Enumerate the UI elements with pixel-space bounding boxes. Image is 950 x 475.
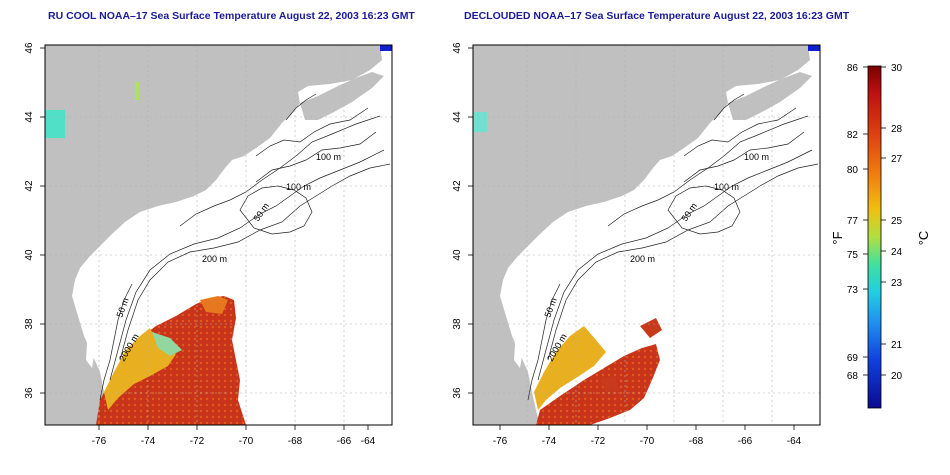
celsius-tick: 28: [891, 124, 903, 135]
right-map: 100 m 100 m 50 m 200 m 50 m 2000 m -76 -…: [452, 42, 821, 447]
left-y-tick-label: 46: [24, 42, 35, 54]
left-lake-patch: [135, 82, 139, 100]
fahrenheit-tick: 82: [847, 130, 859, 141]
celsius-tick: 24: [891, 247, 903, 258]
fahrenheit-tick: 73: [847, 285, 859, 296]
left-bay: [86, 330, 96, 368]
left-x-tick-label: -72: [190, 436, 205, 447]
right-cyan-patch: [473, 112, 487, 132]
left-y-tick-label: 44: [24, 111, 35, 123]
right-tick-marks: [468, 47, 795, 430]
right-y-tick-label: 40: [452, 249, 463, 261]
right-y-tick-label: 38: [452, 318, 463, 330]
left-map: 100 m 100 m 50 m 200 m 50 m 2000 m -76: [24, 42, 393, 447]
right-x-tick-label: -70: [640, 436, 655, 447]
right-x-tick-label: -76: [493, 436, 508, 447]
left-x-tick-label: -66: [337, 436, 352, 447]
left-x-tick-label: -74: [141, 436, 156, 447]
right-contours: [527, 93, 819, 401]
right-frame: [472, 44, 821, 426]
right-grid: [473, 45, 820, 425]
celsius-tick: 20: [891, 371, 903, 382]
right-y-tick-label: 36: [452, 387, 463, 399]
celsius-tick: 23: [891, 278, 903, 289]
right-x-tick-label: -64: [787, 436, 802, 447]
right-cold-patch: [808, 45, 820, 51]
celsius-tick: 21: [891, 340, 903, 351]
left-x-tick-label: -64: [361, 436, 376, 447]
left-grid: [45, 45, 392, 425]
fahrenheit-unit-label: °F: [830, 231, 845, 244]
left-map-title: RU COOL NOAA–17 Sea Surface Temperature …: [48, 10, 415, 22]
right-x-tick-label: -66: [738, 436, 753, 447]
left-contours: [99, 93, 391, 401]
right-nova-scotia: [728, 72, 812, 120]
right-sst-mid-area: [534, 326, 606, 410]
celsius-tick: 25: [891, 216, 903, 227]
left-sst-mid-area: [104, 328, 176, 410]
fahrenheit-tick: 86: [847, 63, 859, 74]
color-bar: 86 82 80 77 75 73 69 68 30 28 27 25 24 2…: [830, 63, 931, 409]
celsius-tick: 27: [891, 154, 903, 165]
right-x-tick-label: -74: [542, 436, 557, 447]
fahrenheit-tick: 80: [847, 165, 859, 176]
left-y-tick-label: 40: [24, 249, 35, 261]
right-sst-patch: [640, 318, 662, 338]
fahrenheit-tick: 77: [847, 216, 859, 227]
left-sst-orange: [200, 296, 228, 314]
left-x-tick-label: -76: [92, 436, 107, 447]
right-y-tick-label: 44: [452, 111, 463, 123]
right-x-tick-label: -68: [689, 436, 704, 447]
right-bay: [514, 330, 524, 368]
left-contour-label-2: 100 m: [286, 182, 311, 192]
left-nova-scotia: [300, 72, 384, 120]
color-bar-ticks: [863, 66, 886, 376]
left-y-tick-label: 38: [24, 318, 35, 330]
fahrenheit-tick: 68: [847, 371, 859, 382]
celsius-tick: 30: [891, 63, 903, 74]
left-cold-patch: [380, 45, 392, 51]
left-x-tick-label: -68: [288, 436, 303, 447]
color-bar-gradient: [867, 65, 882, 409]
right-land: [473, 45, 810, 425]
celsius-unit-label: °C: [916, 231, 931, 246]
left-y-tick-label: 36: [24, 387, 35, 399]
right-map-title: DECLOUDED NOAA–17 Sea Surface Temperatur…: [464, 10, 850, 22]
right-contour-label-4: 200 m: [630, 254, 655, 264]
left-x-tick-label: -70: [239, 436, 254, 447]
fahrenheit-tick: 69: [847, 353, 859, 364]
left-contour-label-1: 100 m: [316, 152, 341, 162]
fahrenheit-tick: 75: [847, 250, 859, 261]
left-y-tick-label: 42: [24, 180, 35, 192]
right-contour-label-1: 100 m: [744, 152, 769, 162]
right-y-tick-label: 46: [452, 42, 463, 54]
right-y-tick-label: 42: [452, 180, 463, 192]
left-tick-marks: [40, 47, 369, 430]
right-sst-warm-area: [536, 344, 660, 425]
left-contour-label-4: 200 m: [202, 254, 227, 264]
left-frame: [44, 44, 393, 426]
right-x-tick-label: -72: [591, 436, 606, 447]
left-sst-cool-streak: [152, 332, 182, 356]
left-cyan-patch: [45, 110, 65, 138]
right-contour-label-2: 100 m: [714, 182, 739, 192]
right-sst-patch: [600, 376, 620, 392]
left-land: [45, 45, 382, 425]
